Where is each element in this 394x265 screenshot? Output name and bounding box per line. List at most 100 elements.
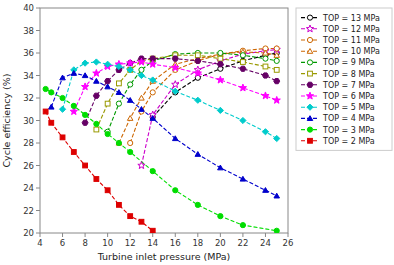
data-point [240,117,246,123]
data-point [172,88,178,94]
data-point [274,193,280,198]
legend-marker [306,92,313,99]
data-point [173,188,178,193]
legend-label: TOP = 3 MPa [322,126,375,135]
data-point [274,67,279,72]
y-tick-label: 20 [23,228,34,238]
data-point [60,135,65,140]
data-point [150,169,155,174]
data-point [218,165,224,170]
data-point [83,163,88,168]
legend-label: TOP = 11 MPa [322,36,380,45]
data-point [49,104,55,109]
data-point [105,61,111,67]
data-point [273,96,280,103]
y-tick-label: 32 [23,93,34,103]
data-point [71,150,76,155]
data-point [218,56,223,61]
data-point [93,93,99,98]
x-tick [242,233,243,237]
series-line [108,53,277,132]
x-tick [220,233,221,237]
data-point [149,60,156,67]
data-point [127,67,133,73]
data-point [116,140,121,145]
data-point [274,228,279,233]
y-tick [36,188,40,189]
data-point [82,73,88,78]
data-point [274,135,280,141]
x-tick-label: 6 [60,238,65,248]
data-point [172,56,178,61]
data-point [263,188,269,193]
data-point [172,64,179,71]
legend-label: TOP = 2 MPa [322,137,375,146]
y-tick [36,98,40,99]
data-point [127,116,133,121]
data-point [71,103,76,108]
x-tick [130,233,131,237]
data-point [195,152,201,157]
data-point [138,58,145,65]
data-point [43,86,48,91]
data-point [116,63,122,69]
data-point [195,53,200,58]
x-axis-label: Turbine inlet pressure (MPa) [97,251,231,262]
legend-label: TOP = 4 MPa [322,114,375,123]
data-point [128,214,133,219]
x-tick [197,233,198,237]
plot-frame [40,8,288,233]
legend-label: TOP = 10 MPa [322,47,380,56]
data-point [217,76,224,83]
data-point [262,92,269,99]
x-tick [175,233,176,237]
x-tick-label: 20 [215,238,226,248]
y-tick-label: 22 [23,206,34,216]
series-line [51,73,276,196]
y-tick [36,75,40,76]
legend-marker [308,71,313,76]
data-point [93,59,99,65]
y-tick-label: 26 [23,161,34,171]
x-tick-label: 10 [102,238,113,248]
legend-marker [308,138,313,143]
data-point [274,53,280,58]
series-line [46,112,153,231]
legend-label: TOP = 12 MPa [322,25,380,34]
x-tick [288,233,289,237]
data-point [105,188,110,193]
data-point [71,71,77,76]
y-tick [36,233,40,234]
data-point [195,97,201,103]
y-tick [36,210,40,211]
data-point [139,67,144,72]
data-point [105,84,111,89]
y-tick [36,143,40,144]
data-point [116,90,122,95]
data-point [263,64,268,69]
data-point [82,60,88,66]
data-point [105,131,110,136]
data-point [105,79,111,84]
x-tick-label: 26 [283,238,294,248]
legend-marker [307,82,313,87]
data-point [263,56,268,61]
data-point [94,78,100,83]
series-line [96,55,276,129]
data-point [117,202,122,207]
y-axis-label: Cycle efficiency (%) [1,73,12,167]
legend-label: TOP = 5 MPa [322,103,375,112]
data-point [139,95,145,100]
series-line [74,62,277,112]
data-point [138,72,144,78]
y-tick [36,120,40,121]
data-point [82,112,87,117]
data-point [274,58,279,63]
series-line [85,59,277,123]
y-tick [36,165,40,166]
x-tick-label: 16 [170,238,181,248]
data-point [94,177,99,182]
x-tick [107,233,108,237]
plot-data [43,46,280,233]
data-point [117,81,122,86]
